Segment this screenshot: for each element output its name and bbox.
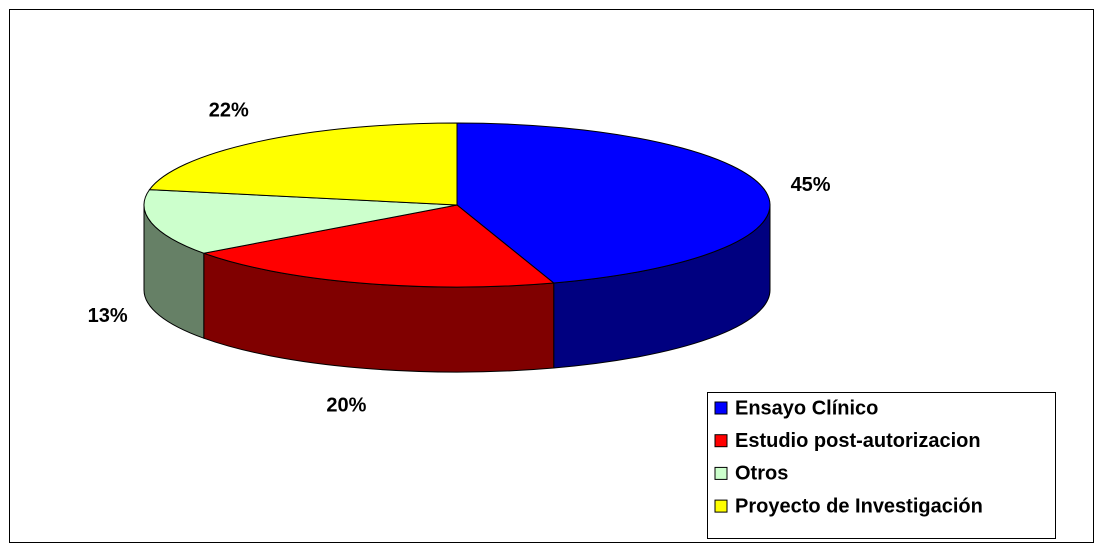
data-label: 13% [88,305,128,327]
data-label: 22% [209,99,249,121]
slice [143,189,458,254]
legend-label: Ensayo Clínico [735,397,878,419]
slice [456,122,771,284]
data-label: 20% [326,394,366,416]
legend-label: Otros [735,463,788,485]
slice [201,204,556,288]
legend-label: Proyecto de Investigación [735,495,983,517]
legend-swatch [714,499,728,513]
slice [148,122,458,206]
legend-swatch [714,434,728,448]
legend-swatch [714,401,728,415]
data-label: 45% [791,174,831,196]
legend-label: Estudio post-autorizacion [735,430,981,452]
legend-box [707,392,1056,539]
legend-swatch [714,466,728,480]
